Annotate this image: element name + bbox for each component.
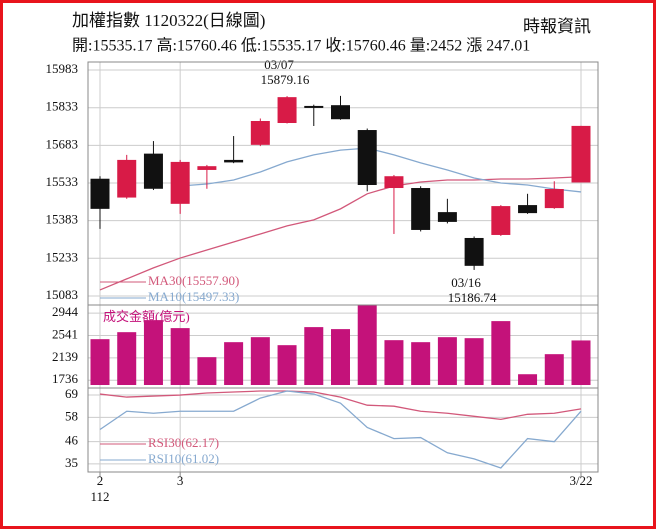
candle-body: [224, 159, 244, 163]
candle-body: [250, 120, 270, 145]
y-tick-label: 46: [65, 433, 79, 448]
y-tick-label: 15983: [46, 61, 79, 76]
bar: [250, 337, 270, 385]
bar: [143, 320, 163, 385]
bar: [518, 374, 538, 385]
candle-body: [117, 159, 137, 198]
legend-label: MA10(15497.33): [148, 289, 239, 304]
bar: [491, 321, 511, 385]
bar: [571, 340, 591, 385]
legend-label: RSI30(62.17): [148, 435, 219, 450]
bar: [117, 332, 137, 385]
candle-body: [304, 105, 324, 108]
candle-body: [277, 97, 297, 124]
candle-body: [90, 178, 110, 209]
x-tick-label: 2: [97, 473, 104, 488]
y-tick-label: 69: [65, 386, 78, 401]
y-tick-label: 15233: [46, 249, 79, 264]
bar: [464, 338, 484, 385]
y-tick-label: 15083: [46, 287, 79, 302]
x-tick-label: 3/22: [569, 473, 592, 488]
source: 時報資訊: [523, 17, 591, 36]
bar: [90, 339, 110, 385]
annotation-label: 03/07: [264, 57, 294, 72]
panel-frame: [87, 61, 599, 473]
candle-body: [491, 206, 511, 235]
bar: [224, 342, 244, 385]
candle-body: [143, 153, 163, 189]
series-line: [180, 147, 582, 193]
annotation-value: 15879.16: [261, 72, 310, 87]
chart-title: 加權指數 1120322(日線圖): [72, 11, 265, 30]
y-tick-label: 2541: [52, 326, 78, 341]
candle-body: [437, 212, 457, 222]
candle-body: [518, 205, 538, 214]
candle-body: [544, 189, 564, 209]
candle-body: [464, 237, 484, 266]
series-line: [99, 390, 582, 469]
candle-body: [197, 166, 217, 170]
bar: [304, 327, 324, 385]
bar: [170, 328, 190, 385]
bar: [411, 342, 431, 385]
annotation-label: 03/16: [451, 275, 481, 290]
candle-body: [411, 188, 431, 230]
bar: [197, 357, 217, 385]
plot-area: 15083 15233 15383 15533 15683 15833 15983 1736 2…: [46, 57, 598, 504]
panel-label: 成交金額(億元): [103, 309, 190, 324]
bar: [384, 340, 404, 385]
bar: [437, 337, 457, 385]
candle-body: [357, 130, 377, 186]
bar: [544, 354, 564, 385]
candle-body: [170, 161, 190, 204]
subtitle: 開:15535.17 高:15760.46 低:15535.17 收:15760…: [72, 37, 530, 55]
candle-body: [571, 125, 591, 183]
y-tick-label: 15383: [46, 212, 79, 227]
legend-label: MA30(15557.90): [148, 273, 239, 288]
bar: [277, 345, 297, 385]
series-line: [99, 390, 582, 421]
y-tick-label: 15683: [46, 136, 79, 151]
legend-label: RSI10(61.02): [148, 451, 219, 466]
y-tick-label: 15833: [46, 99, 79, 114]
bar: [331, 329, 350, 385]
bar: [357, 305, 377, 385]
y-tick-label: 2944: [52, 304, 79, 319]
x-year-label: 112: [90, 489, 109, 504]
candle-body: [331, 105, 350, 120]
y-tick-label: 1736: [52, 371, 79, 386]
y-tick-label: 35: [65, 455, 78, 470]
y-tick-label: 15533: [46, 174, 79, 189]
candle-body: [384, 176, 404, 189]
series-line: [99, 176, 582, 291]
y-tick-label: 2139: [52, 349, 78, 364]
x-tick-label: 3: [177, 473, 184, 488]
annotation-value: 15186.74: [448, 290, 497, 305]
y-tick-label: 58: [65, 408, 78, 423]
